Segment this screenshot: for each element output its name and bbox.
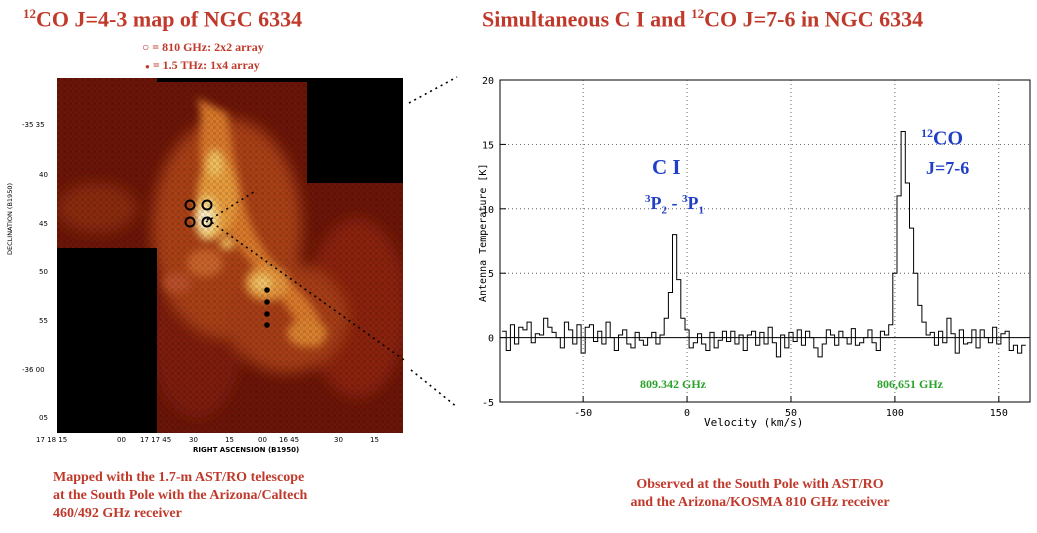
y-tick-label: 20 [482, 76, 494, 87]
x-tick-label: 150 [990, 408, 1008, 419]
x-tick-label: -50 [574, 408, 592, 419]
right-caption: Observed at the South Pole with AST/RO a… [560, 476, 960, 512]
right-caption-line: Observed at the South Pole with AST/RO [560, 476, 960, 494]
y-tick-label: 0 [488, 334, 494, 345]
y-tick-label: 15 [482, 140, 494, 151]
co-label: 12CO [921, 126, 963, 151]
y-tick-label: -5 [482, 398, 494, 409]
chart-xlabel: Velocity (km/s) [704, 416, 803, 429]
right-caption-line: and the Arizona/KOSMA 810 GHz receiver [560, 494, 960, 512]
x-tick-label: 0 [684, 408, 690, 419]
co-frequency-label: 806,651 GHz [877, 377, 943, 392]
chart-ylabel: Antenna Temperature [K] [478, 164, 489, 302]
ci-label: C I [652, 155, 681, 180]
ci-frequency-label: 809.342 GHz [640, 377, 706, 392]
co-transition-label: J=7-6 [926, 158, 969, 179]
ci-transition-label: 3P2 - 3P1 [645, 193, 704, 217]
x-tick-label: 100 [886, 408, 904, 419]
